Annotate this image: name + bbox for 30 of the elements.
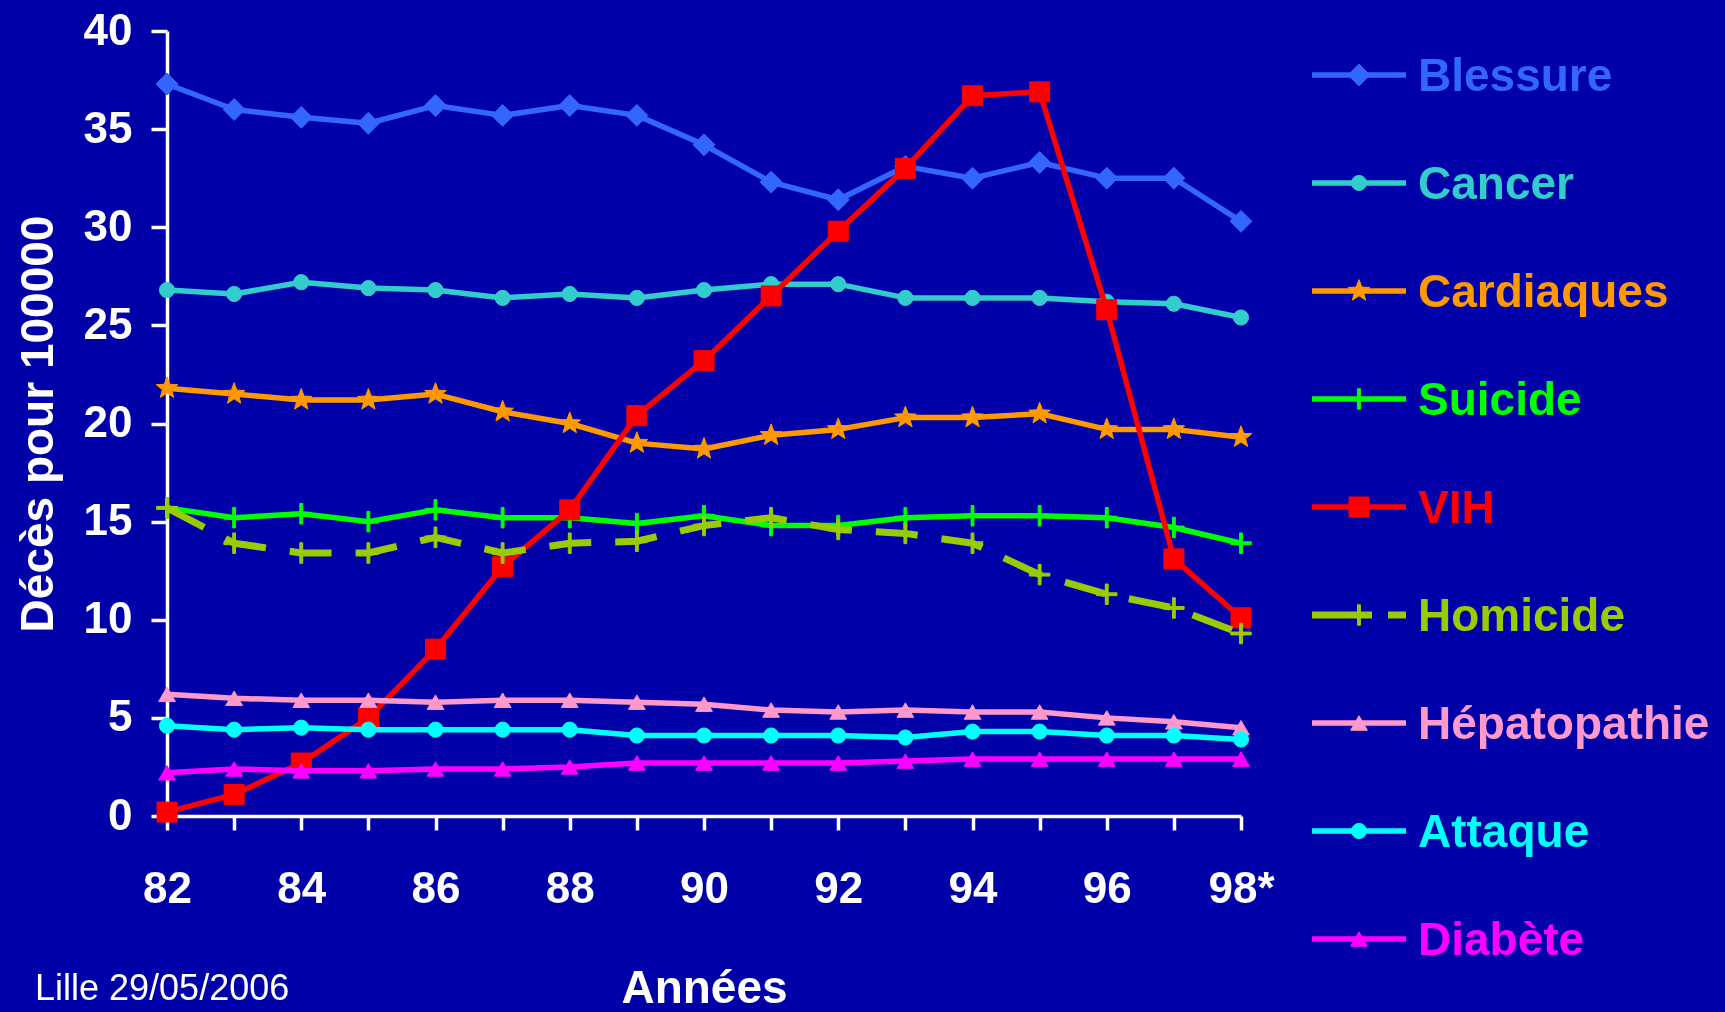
legend-label: Cardiaques — [1418, 265, 1669, 317]
x-tick-label: 88 — [545, 862, 595, 912]
y-tick-label: 15 — [83, 495, 133, 545]
x-tick-label: 94 — [948, 862, 998, 912]
x-tick-label: 90 — [680, 862, 729, 912]
y-tick-label: 30 — [83, 200, 133, 250]
x-tick-label: 98* — [1208, 862, 1276, 912]
legend-label: Diabète — [1418, 913, 1585, 965]
x-tick-label: 82 — [143, 862, 192, 912]
y-tick-label: 10 — [83, 593, 133, 643]
legend-label: Blessure — [1418, 49, 1613, 101]
x-tick-label: 96 — [1082, 862, 1132, 912]
legend-label: Suicide — [1418, 373, 1582, 425]
y-tick-label: 40 — [83, 4, 133, 54]
x-tick-label: 84 — [277, 862, 327, 912]
x-tick-label: 86 — [411, 862, 461, 912]
legend-label: Hépatopathie — [1418, 697, 1710, 749]
y-tick-label: 25 — [83, 298, 133, 348]
x-tick-label: 92 — [814, 862, 864, 912]
text: Lille 29/05/2006 — [35, 967, 290, 1008]
y-tick-label: 5 — [108, 691, 133, 741]
y-tick-label: 35 — [83, 102, 133, 152]
legend-label: VIH — [1418, 481, 1495, 533]
y-tick-label: 0 — [108, 789, 133, 839]
legend-label: Attaque — [1418, 805, 1590, 857]
legend-label: Homicide — [1418, 589, 1626, 641]
x-axis-title: Années — [621, 960, 788, 1012]
y-tick-label: 20 — [83, 397, 133, 446]
legend-label: Cancer — [1418, 157, 1575, 209]
y-axis-title: Décès pour 100000 — [10, 215, 63, 633]
